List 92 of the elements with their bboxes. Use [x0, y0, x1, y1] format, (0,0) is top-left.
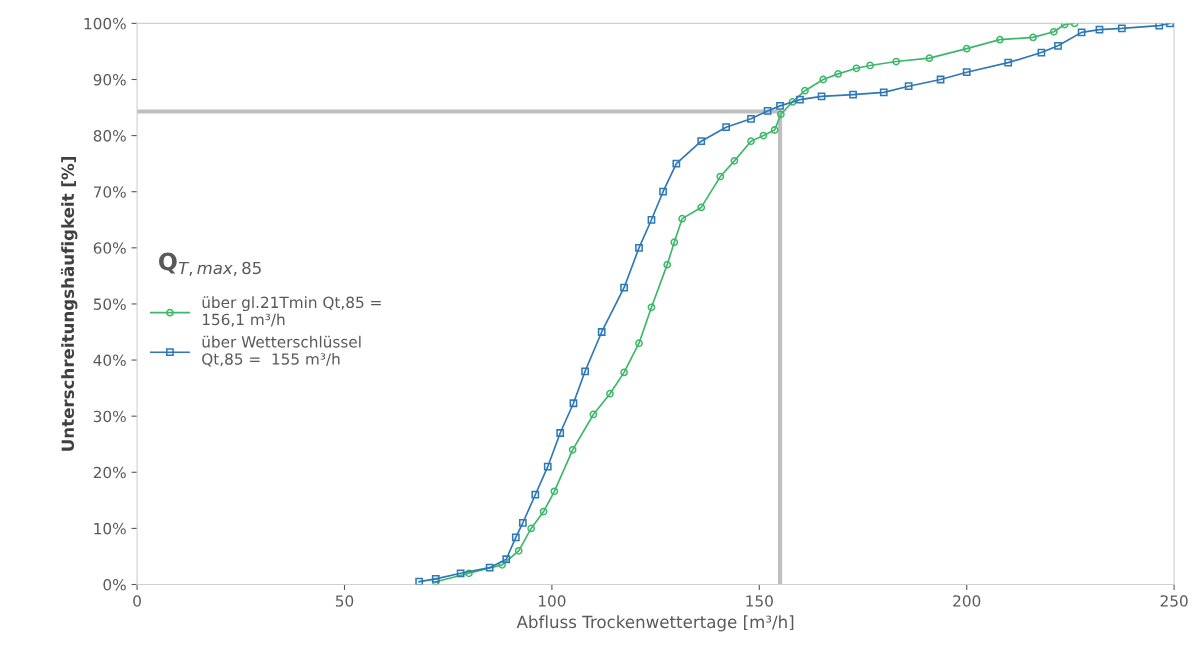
point	[1054, 41, 1062, 50]
point	[834, 69, 843, 78]
point	[647, 303, 656, 312]
point	[904, 82, 913, 91]
point	[511, 533, 520, 542]
point	[817, 92, 826, 101]
point	[796, 95, 804, 104]
point	[776, 110, 785, 119]
point	[502, 555, 511, 564]
point	[672, 159, 681, 168]
point	[415, 577, 424, 585]
y-tick-label: 20%	[93, 466, 126, 479]
point	[730, 156, 739, 165]
annotation: Q$_{T,max,85}$	[159, 252, 261, 276]
legend-label: über Wetterschlüssel Qt,85 = 155 m³/h	[202, 335, 361, 367]
point	[892, 57, 901, 66]
point	[759, 131, 768, 140]
point	[635, 339, 643, 348]
point	[678, 214, 687, 223]
point	[550, 487, 559, 496]
point	[456, 569, 465, 578]
point	[776, 101, 784, 110]
point	[879, 88, 888, 97]
x-tick-label: 50	[335, 595, 354, 607]
point	[620, 283, 628, 292]
point	[747, 114, 755, 123]
point	[527, 524, 536, 533]
point	[962, 68, 971, 77]
point	[663, 260, 672, 269]
point	[518, 518, 527, 527]
y-tick-label: 90%	[93, 73, 126, 86]
y-tick-label: 10%	[94, 522, 126, 535]
point	[819, 75, 828, 84]
point	[531, 490, 540, 499]
point	[801, 86, 809, 95]
y-tick-label: 80%	[93, 130, 126, 142]
point	[763, 107, 772, 115]
x-tick-label: 250	[1160, 595, 1188, 607]
point	[936, 75, 945, 84]
point	[670, 238, 679, 247]
point	[697, 203, 706, 212]
legend-label: über gl.21Tmin Qt,85 = 156,1 m³/h	[202, 296, 381, 327]
point	[852, 64, 861, 73]
point	[747, 137, 755, 146]
point	[659, 187, 667, 196]
point	[635, 243, 643, 252]
point	[1004, 58, 1013, 67]
y-tick-label: 70%	[93, 186, 126, 198]
point	[1037, 48, 1046, 57]
point	[568, 445, 577, 454]
point	[589, 410, 598, 419]
point	[770, 126, 779, 134]
x-tick-label: 150	[746, 595, 773, 607]
point	[498, 560, 507, 569]
point	[697, 137, 706, 146]
y-tick-label: 60%	[93, 242, 126, 254]
point	[1095, 25, 1104, 34]
point	[849, 90, 857, 99]
point	[581, 367, 589, 376]
point	[556, 429, 565, 437]
point	[1155, 23, 1164, 30]
y-axis-title: Unterschreitungshäufigkeit [%]	[60, 157, 78, 451]
point	[1049, 27, 1058, 36]
x-tick-label: 100	[538, 595, 566, 607]
y-tick-label: 40%	[93, 354, 126, 367]
point	[647, 215, 656, 224]
point	[962, 44, 971, 53]
point	[569, 399, 578, 408]
point	[543, 462, 552, 471]
point	[866, 61, 874, 70]
point	[465, 569, 473, 578]
point	[485, 563, 494, 572]
point	[716, 172, 725, 181]
point	[788, 98, 797, 106]
x-axis-title: Abfluss Trockenwettertage [m³/h]	[516, 615, 794, 632]
point	[539, 507, 548, 516]
y-tick-label: 30%	[93, 410, 126, 423]
point	[1077, 28, 1086, 37]
point	[1117, 24, 1126, 33]
point	[620, 368, 628, 377]
y-tick-label: 0%	[103, 578, 126, 591]
y-tick-label: 50%	[93, 298, 126, 310]
point	[597, 328, 606, 336]
x-tick-label: 200	[953, 595, 981, 607]
point	[722, 123, 731, 132]
point	[996, 35, 1004, 44]
x-tick-label: 0	[133, 595, 141, 607]
point	[925, 54, 934, 63]
y-tick-label: 100%	[84, 17, 126, 30]
point	[1029, 33, 1037, 42]
point	[514, 546, 523, 555]
point	[606, 389, 614, 398]
